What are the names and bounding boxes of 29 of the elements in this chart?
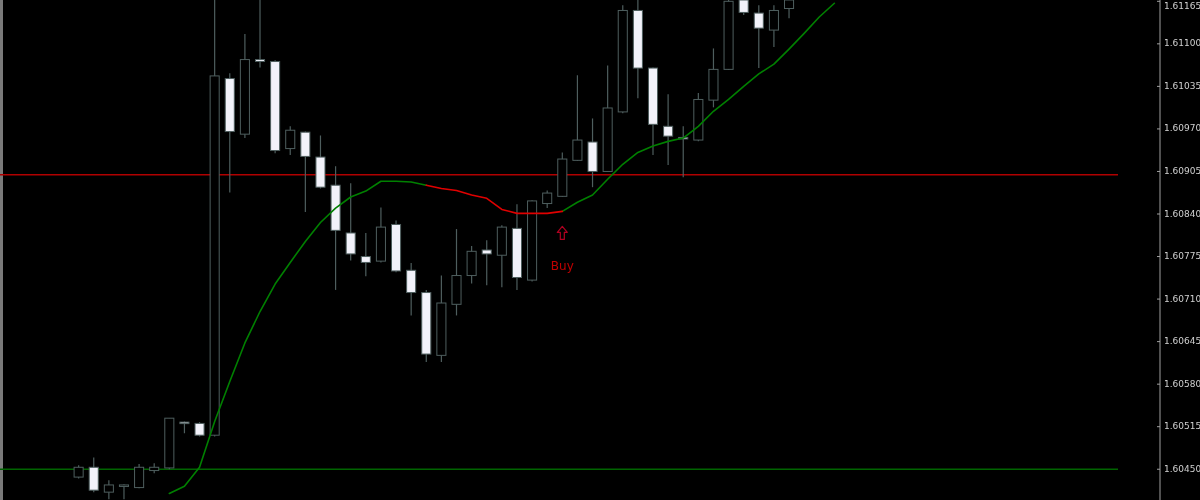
y-tick-label: 1.60710 (1164, 293, 1200, 304)
candlestick (88, 456, 99, 493)
candlestick (118, 483, 130, 500)
y-tick-label: 1.61035 (1164, 80, 1200, 91)
candlestick (103, 479, 114, 500)
y-tick-label: 1.61100 (1164, 38, 1200, 49)
y-tick-label: 1.60775 (1164, 251, 1200, 262)
candlestick (134, 463, 145, 489)
y-tick-label: 1.60515 (1164, 421, 1200, 432)
candlestick (285, 125, 296, 156)
candlestick (572, 74, 583, 162)
y-tick-label: 1.60970 (1164, 123, 1200, 134)
y-tick-label: 1.61165 (1164, 0, 1200, 11)
y-tick-label: 1.60450 (1164, 463, 1200, 474)
candlestick (768, 4, 779, 48)
candlestick (784, 0, 795, 19)
candlestick (406, 262, 417, 317)
y-tick-label: 1.60840 (1164, 208, 1200, 219)
y-tick-label: 1.60580 (1164, 378, 1200, 389)
y-tick-label: 1.60905 (1164, 165, 1200, 176)
candlestick (753, 4, 764, 69)
y-tick-label: 1.60645 (1164, 336, 1200, 347)
candlestick (360, 232, 371, 277)
candlestick (345, 182, 356, 262)
line-series (425, 184, 564, 215)
candlestick (254, 0, 266, 69)
candlestick (481, 239, 492, 286)
candlestick (663, 93, 674, 166)
annotation: Buy (550, 258, 574, 273)
